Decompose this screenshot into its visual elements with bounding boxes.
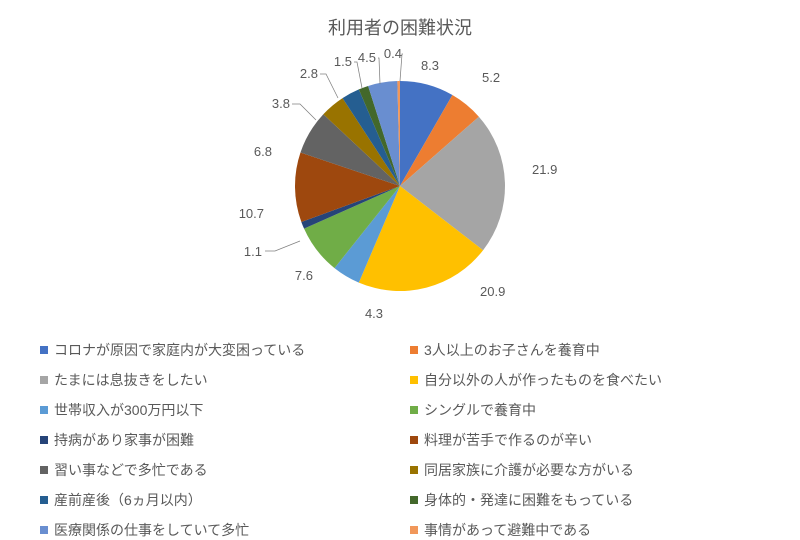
legend-label: 産前産後（6ヵ月以内） — [54, 490, 202, 510]
legend-item: 自分以外の人が作ったものを食べたい — [410, 370, 760, 390]
legend-swatch — [410, 406, 418, 414]
legend-item: シングルで養育中 — [410, 400, 760, 420]
legend-swatch — [40, 346, 48, 354]
legend-item: 料理が苦手で作るのが辛い — [410, 430, 760, 450]
legend-label: 医療関係の仕事をしていて多忙 — [54, 520, 249, 540]
chart-title: 利用者の困難状況 — [40, 14, 760, 40]
legend-item: 身体的・発達に困難をもっている — [410, 490, 760, 510]
pie-chart-wrap: 8.3 5.2 21.9 20.9 4.3 7.6 1.1 10.7 6.8 3.8 2.8 1.5 4… — [40, 46, 760, 326]
legend-item: たまには息抜きをしたい — [40, 370, 390, 390]
legend-label: 自分以外の人が作ったものを食べたい — [424, 370, 662, 390]
slice-value-label: 21.9 — [532, 162, 557, 177]
leader-line — [354, 62, 362, 88]
slice-value-label: 1.1 — [244, 244, 262, 259]
legend-item: 医療関係の仕事をしていて多忙 — [40, 520, 390, 540]
leader-line — [320, 74, 338, 98]
legend-label: 3人以上のお子さんを養育中 — [424, 340, 600, 360]
slice-value-label: 8.3 — [421, 58, 439, 73]
legend: コロナが原因で家庭内が大変困っている 3人以上のお子さんを養育中たまには息抜きをし… — [40, 340, 760, 540]
legend-swatch — [410, 436, 418, 444]
slice-value-label: 4.5 — [358, 50, 376, 65]
legend-label: 持病があり家事が困難 — [54, 430, 194, 450]
legend-item: 3人以上のお子さんを養育中 — [410, 340, 760, 360]
legend-item: 事情があって避難中である — [410, 520, 760, 540]
legend-label: たまには息抜きをしたい — [54, 370, 208, 390]
pie-chart: 8.3 5.2 21.9 20.9 4.3 7.6 1.1 10.7 6.8 3.8 2.8 1.5 4… — [100, 46, 700, 326]
legend-label: コロナが原因で家庭内が大変困っている — [54, 340, 305, 360]
legend-item: 同居家族に介護が必要な方がいる — [410, 460, 760, 480]
legend-item: 習い事などで多忙である — [40, 460, 390, 480]
slice-value-label: 3.8 — [272, 96, 290, 111]
legend-swatch — [40, 436, 48, 444]
legend-label: 同居家族に介護が必要な方がいる — [424, 460, 634, 480]
legend-label: 料理が苦手で作るのが辛い — [424, 430, 592, 450]
slice-value-label: 20.9 — [480, 284, 505, 299]
slice-value-label: 6.8 — [254, 144, 272, 159]
chart-container: 利用者の困難状況 8.3 5.2 21.9 20.9 4.3 7.6 1.1 10.7 6.8 3… — [0, 0, 800, 540]
legend-label: 身体的・発達に困難をもっている — [424, 490, 633, 510]
legend-swatch — [410, 526, 418, 534]
leader-line — [265, 241, 300, 251]
legend-item: 世帯収入が300万円以下 — [40, 400, 390, 420]
legend-swatch — [410, 346, 418, 354]
legend-swatch — [410, 376, 418, 384]
slice-value-label: 1.5 — [334, 54, 352, 69]
leader-line — [292, 104, 316, 120]
legend-label: 世帯収入が300万円以下 — [54, 400, 203, 420]
legend-label: 習い事などで多忙である — [54, 460, 208, 480]
legend-item: 産前産後（6ヵ月以内） — [40, 490, 390, 510]
legend-swatch — [40, 406, 48, 414]
slice-value-label: 7.6 — [295, 268, 313, 283]
legend-swatch — [40, 526, 48, 534]
legend-swatch — [410, 466, 418, 474]
slice-value-label: 5.2 — [482, 70, 500, 85]
legend-label: シングルで養育中 — [424, 400, 536, 420]
legend-item: 持病があり家事が困難 — [40, 430, 390, 450]
legend-item: コロナが原因で家庭内が大変困っている — [40, 340, 390, 360]
legend-swatch — [410, 496, 418, 504]
leader-line — [378, 58, 380, 84]
legend-label: 事情があって避難中である — [424, 520, 591, 540]
slice-value-label: 4.3 — [365, 306, 383, 321]
legend-swatch — [40, 466, 48, 474]
legend-swatch — [40, 496, 48, 504]
slice-value-label: 10.7 — [239, 206, 264, 221]
legend-swatch — [40, 376, 48, 384]
slice-value-label: 2.8 — [300, 66, 318, 81]
slice-value-label: 0.4 — [384, 46, 402, 61]
